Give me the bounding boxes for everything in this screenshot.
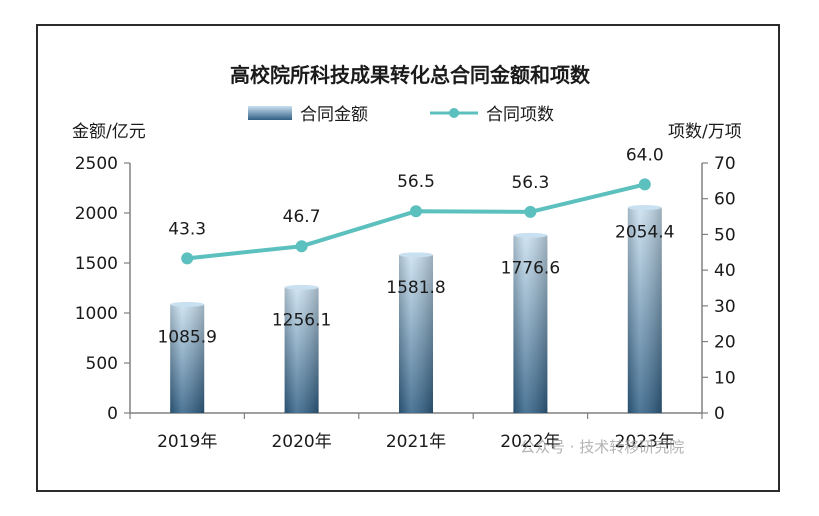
line-value-label: 46.7	[283, 207, 321, 227]
y-left-tick-label: 1500	[75, 254, 118, 274]
y-right-tick-label: 50	[714, 225, 736, 245]
y-left-tick-label: 0	[107, 404, 118, 424]
x-tick-label: 2019年	[157, 432, 217, 452]
y-left-tick-label: 2500	[75, 154, 118, 174]
x-axis-ticks: 2019年 2020年 2021年 2022年 2023年	[157, 432, 675, 452]
y-left-tick-label: 500	[86, 354, 118, 374]
bar-value-label: 1256.1	[272, 310, 331, 330]
line-point	[638, 178, 651, 191]
chart-title: 高校院所科技成果转化总合同金额和项数	[230, 63, 591, 87]
y-right-tick-label: 0	[714, 404, 725, 424]
bar-top	[399, 252, 433, 258]
x-tick-label: 2021年	[386, 432, 446, 452]
y-right-tick-label: 10	[714, 368, 736, 388]
legend-swatch-bar	[248, 106, 292, 120]
line-point	[181, 252, 194, 265]
watermark: 公众号 · 技术转移研究院	[520, 438, 684, 456]
line-value-label: 43.3	[168, 219, 206, 239]
y-right-tick-label: 30	[714, 297, 736, 317]
line-point	[524, 205, 537, 218]
line-value-label: 56.5	[397, 172, 435, 192]
bar-shading	[170, 304, 205, 413]
bar-shading	[399, 254, 433, 413]
y-right-tick-label: 60	[714, 190, 736, 210]
line-point	[410, 205, 422, 218]
bar-shading	[513, 235, 548, 413]
bar-shading	[627, 207, 662, 413]
y-axis-right-title: 项数/万项	[668, 122, 742, 142]
bar-value-label: 1776.6	[501, 258, 560, 278]
y-axis-left-title: 金额/亿元	[72, 122, 146, 142]
y-left-tick-label: 2000	[75, 204, 118, 224]
y-right-tick-label: 20	[714, 333, 736, 353]
legend: 合同金额 合同项数	[248, 105, 554, 125]
bar-value-label: 1581.8	[386, 278, 445, 298]
bar-top	[627, 205, 662, 211]
bar-value-label: 1085.9	[157, 327, 216, 347]
bar-top	[284, 284, 319, 290]
y-axis-left-ticks: 0 500 1000 1500 2000 2500	[75, 154, 130, 424]
legend-label-line: 合同项数	[486, 105, 554, 125]
x-tick-label: 2022年	[500, 432, 560, 452]
y-left-tick-label: 1000	[75, 304, 118, 324]
line-series	[181, 178, 651, 265]
x-tick-label: 2023年	[615, 432, 675, 452]
bars	[170, 205, 662, 413]
line-value-label: 64.0	[626, 145, 664, 165]
y-right-tick-label: 70	[714, 154, 736, 174]
bar-shading	[284, 287, 319, 413]
bar-top	[170, 301, 205, 307]
line-value-label: 56.3	[511, 173, 549, 193]
line-path	[186, 182, 646, 261]
legend-label-bar: 合同金额	[300, 105, 368, 125]
bar-value-label: 2054.4	[615, 223, 674, 243]
bar-top	[513, 232, 548, 238]
legend-marker-line	[449, 108, 459, 118]
line-labels: 43.3 46.7 56.5 56.3 64.0	[168, 145, 663, 239]
y-right-tick-label: 40	[714, 261, 736, 281]
y-axis-right-ticks: 0 10 20 30 40 50 60 70	[702, 154, 736, 424]
bar-labels: 1085.9 1256.1 1581.8 1776.6 2054.4	[157, 223, 674, 348]
line-point	[295, 240, 308, 253]
x-tick-label: 2020年	[271, 432, 331, 452]
